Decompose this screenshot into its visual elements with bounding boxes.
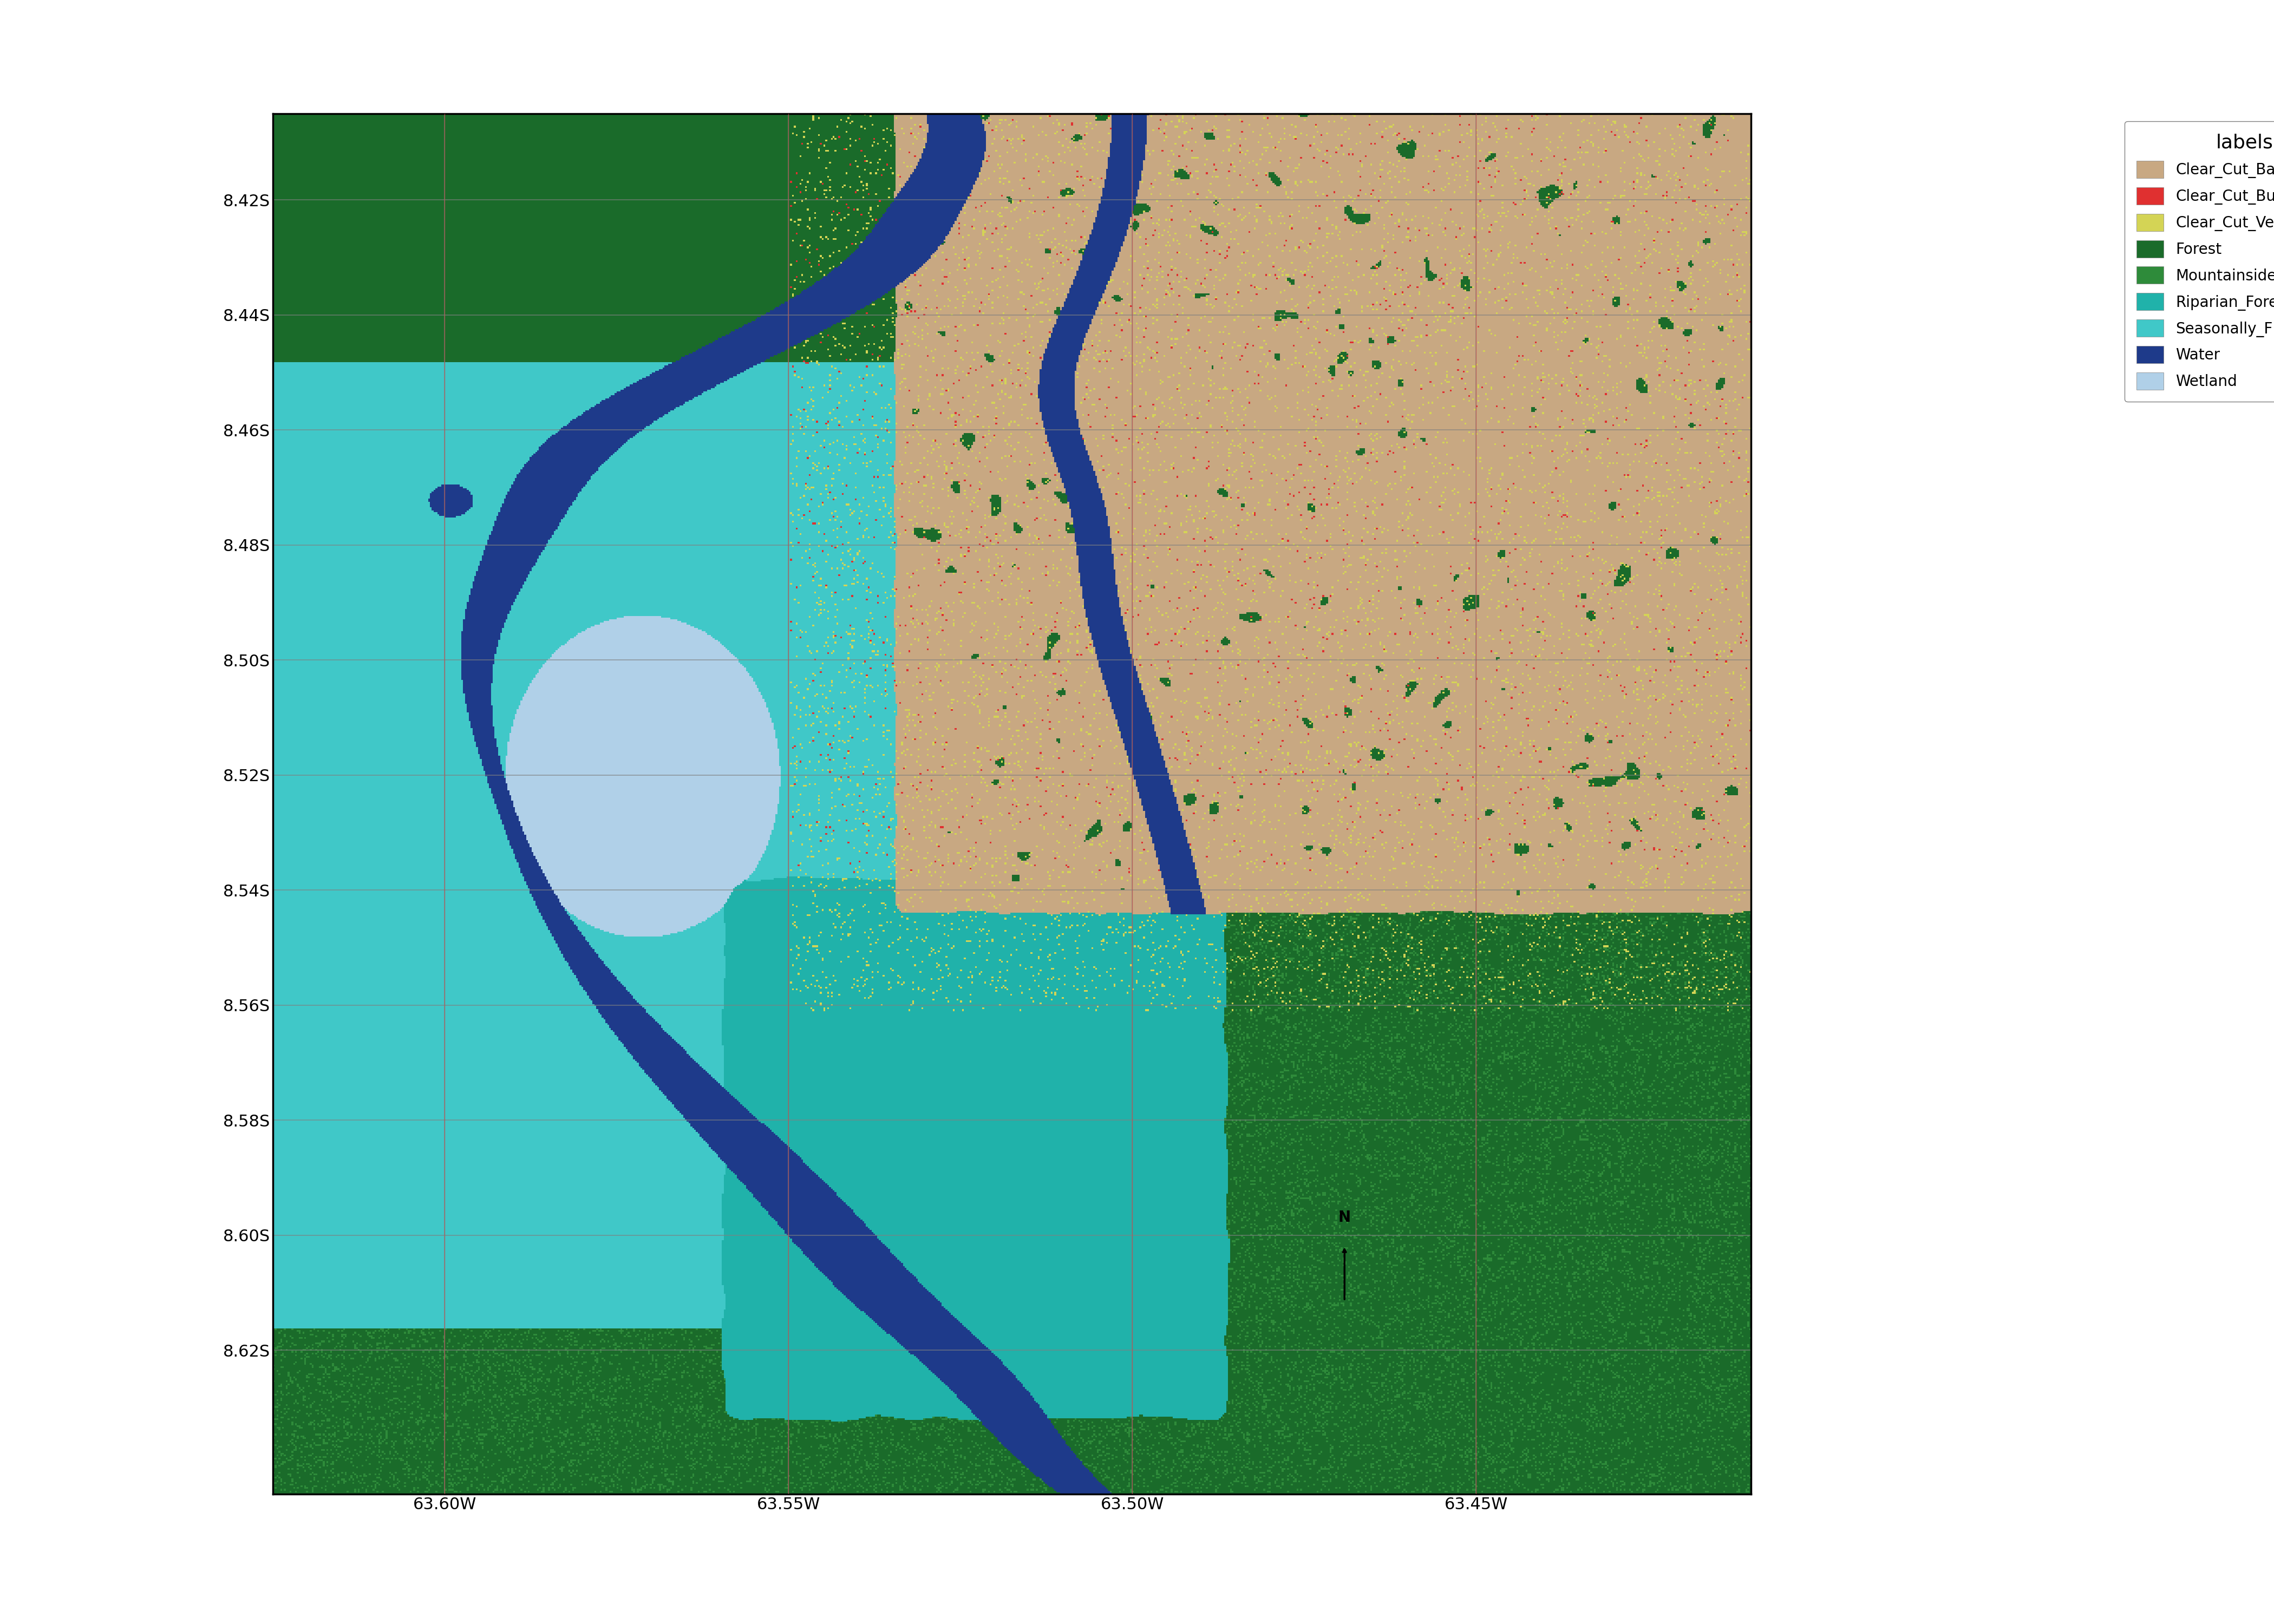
Text: N: N	[1337, 1210, 1351, 1224]
Legend: Clear_Cut_Bare_Soil, Clear_Cut_Burned_Area, Clear_Cut_Vegetation, Forest, Mounta: Clear_Cut_Bare_Soil, Clear_Cut_Burned_Ar…	[2124, 122, 2274, 401]
